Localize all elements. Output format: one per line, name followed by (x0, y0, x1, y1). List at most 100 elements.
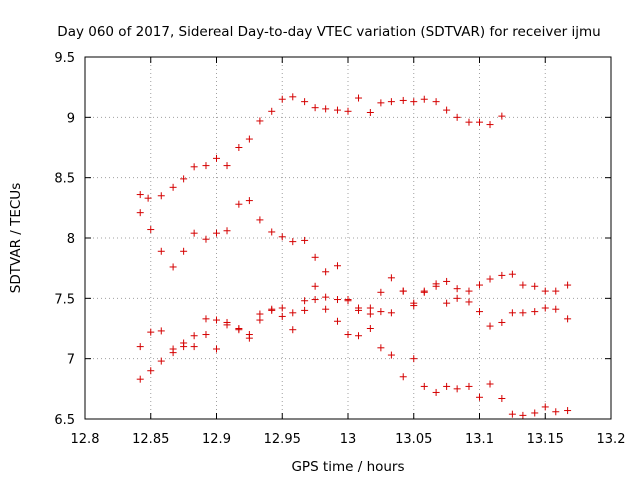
x-tick-label: 13.15 (527, 432, 564, 447)
data-point (420, 288, 428, 296)
data-point (465, 298, 473, 306)
data-point (344, 297, 352, 305)
data-point (508, 410, 516, 418)
data-point (519, 411, 527, 419)
data-point (289, 326, 297, 334)
data-point (278, 304, 286, 312)
data-point (498, 112, 506, 120)
series-lower-ascending-b (136, 270, 572, 383)
x-tick-label: 12.8 (71, 432, 100, 447)
data-point (387, 309, 395, 317)
data-point (278, 95, 286, 103)
data-point (432, 282, 440, 290)
data-point (322, 305, 330, 313)
data-point (147, 328, 155, 336)
data-point (256, 117, 264, 125)
data-point (465, 118, 473, 126)
data-point (169, 183, 177, 191)
data-point (541, 304, 549, 312)
y-tick-label: 7 (67, 353, 75, 368)
data-point (399, 96, 407, 104)
data-point (366, 310, 374, 318)
data-point (301, 236, 309, 244)
data-point (213, 229, 220, 237)
data-point (453, 113, 461, 121)
data-point (564, 315, 572, 323)
data-point (387, 274, 395, 282)
y-tick-label: 6.5 (54, 413, 75, 428)
data-point (311, 253, 319, 261)
data-point (531, 409, 539, 417)
data-point (180, 247, 188, 255)
data-point (498, 271, 506, 279)
series-upper (136, 93, 506, 202)
data-point (552, 408, 560, 416)
data-point (508, 270, 516, 278)
data-point (420, 382, 428, 390)
data-point (531, 282, 539, 290)
data-point (486, 275, 494, 283)
data-point (564, 281, 572, 289)
data-point (136, 191, 144, 199)
data-point (190, 343, 198, 351)
series-lower-ascending-a (136, 280, 572, 357)
data-point (169, 345, 177, 353)
x-tick-label: 13.2 (597, 432, 626, 447)
data-point (235, 200, 243, 208)
data-point (453, 385, 461, 393)
data-point (311, 296, 319, 304)
data-point (245, 334, 253, 342)
data-point (387, 351, 395, 359)
data-point (366, 304, 374, 312)
data-point (564, 407, 572, 415)
data-point (190, 229, 198, 237)
data-point (465, 382, 473, 390)
data-point (289, 238, 297, 246)
x-tick-label: 13 (340, 432, 357, 447)
y-axis-label: SDTVAR / TECUs (8, 183, 24, 293)
data-point (213, 316, 220, 324)
y-tick-label: 8.5 (54, 172, 75, 187)
data-point (190, 163, 198, 171)
data-point (268, 107, 276, 115)
data-point (443, 299, 451, 307)
data-point (453, 285, 461, 293)
data-point (531, 308, 539, 316)
data-point (180, 175, 188, 183)
data-point (410, 302, 418, 310)
chart-title: Day 060 of 2017, Sidereal Day-to-day VTE… (57, 24, 600, 40)
y-tick-labels: 6.5 7 7.5 8 8.5 9 9.5 (54, 51, 75, 428)
data-point (508, 309, 516, 317)
data-point (202, 331, 210, 339)
data-point (157, 247, 165, 255)
data-point (311, 104, 319, 112)
data-point (355, 332, 363, 340)
data-point (256, 310, 264, 318)
data-point (333, 106, 341, 114)
data-point (476, 308, 483, 316)
data-point (202, 315, 210, 323)
data-point (157, 357, 165, 365)
data-point (476, 281, 483, 289)
data-point (366, 325, 374, 332)
data-point (333, 317, 341, 325)
data-point (410, 355, 418, 363)
data-point (552, 305, 560, 313)
data-point (377, 308, 385, 316)
data-point (322, 268, 330, 276)
x-tick-label: 12.9 (202, 432, 231, 447)
data-point (410, 98, 418, 106)
data-point (399, 373, 407, 381)
y-tick-label: 9.5 (54, 51, 75, 66)
data-point (541, 403, 549, 411)
data-point (498, 394, 506, 402)
data-point (465, 287, 473, 295)
data-point (476, 118, 483, 126)
data-point (223, 227, 231, 235)
data-point (223, 162, 231, 170)
data-point (268, 228, 276, 236)
data-point (552, 287, 560, 295)
data-point (377, 288, 385, 296)
data-point (213, 154, 220, 162)
data-point (541, 287, 549, 295)
